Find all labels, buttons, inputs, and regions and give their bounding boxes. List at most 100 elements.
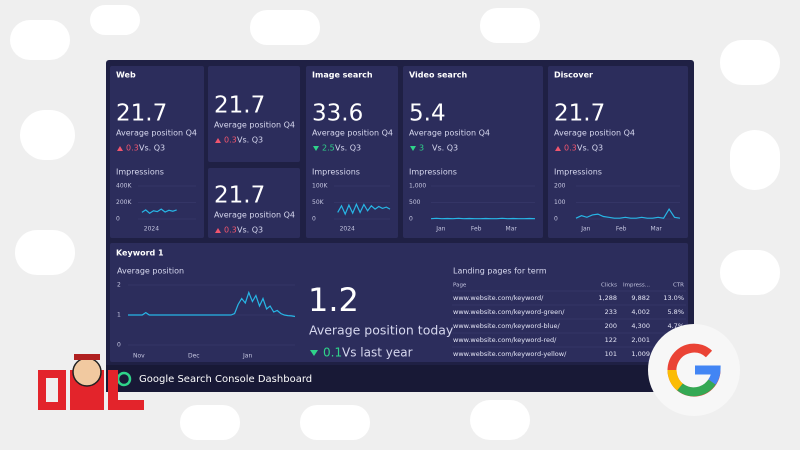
footer-bar bbox=[106, 365, 694, 392]
y-tick-label: 400K bbox=[116, 183, 132, 190]
logo bbox=[38, 354, 144, 410]
table-header: Clicks bbox=[601, 283, 617, 289]
keyword-panel bbox=[110, 243, 688, 362]
chart-label: Impressions bbox=[116, 168, 164, 177]
line bbox=[141, 208, 177, 214]
x-tick-label: Jan bbox=[242, 353, 252, 360]
y-tick-label: 0 bbox=[554, 216, 558, 223]
comparison: Vs. Q3 bbox=[577, 144, 603, 153]
card-value: 33.6 bbox=[312, 101, 363, 127]
table-cell: 233 bbox=[605, 308, 617, 316]
up-arrow bbox=[117, 146, 123, 151]
card bbox=[208, 168, 300, 238]
delta: 3 bbox=[419, 144, 424, 153]
card-value: 21.7 bbox=[214, 93, 265, 119]
comparison: Vs. Q3 bbox=[335, 144, 361, 153]
keyword-title: Keyword 1 bbox=[116, 249, 164, 258]
y-tick-label: 50K bbox=[312, 199, 325, 206]
table-cell: www.website.com/keyword-green/ bbox=[453, 308, 565, 316]
card-title: Discover bbox=[554, 71, 593, 80]
delta: 0.1 bbox=[323, 346, 342, 360]
y-tick-label: 0 bbox=[116, 216, 120, 223]
chart-label: Impressions bbox=[409, 168, 457, 177]
comparison: Vs last year bbox=[342, 346, 413, 360]
x-tick-label: Mar bbox=[651, 226, 663, 233]
y-tick-label: 1,000 bbox=[409, 183, 426, 190]
x-tick-label: Jan bbox=[580, 226, 590, 233]
y-tick-label: 500 bbox=[409, 199, 421, 206]
down-arrow bbox=[313, 146, 319, 151]
y-tick-label: 0 bbox=[409, 216, 413, 223]
card bbox=[306, 66, 398, 238]
table-cell: 200 bbox=[605, 322, 617, 330]
delta: 2.5 bbox=[322, 144, 335, 153]
table-title: Landing pages for term bbox=[453, 267, 547, 276]
line bbox=[128, 290, 296, 318]
card-title: Web bbox=[116, 71, 136, 80]
table-cell: www.website.com/keyword-blue/ bbox=[453, 322, 560, 330]
y-tick-label: 2 bbox=[117, 282, 121, 289]
up-arrow bbox=[555, 146, 561, 151]
card-title: Video search bbox=[409, 71, 468, 80]
card-value: 21.7 bbox=[554, 101, 605, 127]
x-tick-label: Mar bbox=[506, 226, 518, 233]
delta: 0.3 bbox=[564, 144, 577, 153]
table-cell: 4,300 bbox=[631, 322, 650, 330]
card-value: 21.7 bbox=[116, 101, 167, 127]
up-arrow bbox=[215, 138, 221, 143]
card bbox=[548, 66, 688, 238]
y-tick-label: 0 bbox=[312, 216, 316, 223]
down-arrow bbox=[410, 146, 416, 151]
y-tick-label: 200 bbox=[554, 183, 566, 190]
chart-label: Average position bbox=[117, 267, 184, 276]
table-cell: 9,882 bbox=[631, 294, 650, 302]
y-tick-label: 0 bbox=[117, 342, 121, 349]
y-tick-label: 100K bbox=[312, 183, 328, 190]
delta: 0.3 bbox=[126, 144, 139, 153]
table-header: Page bbox=[453, 283, 467, 289]
card-label: Average position Q4 bbox=[116, 129, 197, 138]
table-cell: 13.0% bbox=[663, 294, 684, 302]
card-label: Average position Q4 bbox=[214, 211, 295, 220]
big-value: 1.2 bbox=[308, 281, 359, 319]
table-cell: 1,009 bbox=[631, 350, 650, 358]
card-label: Average position Q4 bbox=[214, 121, 295, 130]
table-cell: 101 bbox=[605, 350, 617, 358]
big-label: Average position today bbox=[309, 323, 454, 338]
x-tick-label: 2024 bbox=[144, 226, 159, 233]
delta: 0.3 bbox=[224, 226, 237, 235]
card-label: Average position Q4 bbox=[409, 129, 490, 138]
comparison: Vs. Q3 bbox=[432, 144, 458, 153]
x-tick-label: Dec bbox=[188, 353, 200, 360]
line bbox=[337, 202, 391, 216]
card-value: 5.4 bbox=[409, 101, 446, 127]
footer-title: Google Search Console Dashboard bbox=[139, 374, 312, 385]
comparison: Vs. Q3 bbox=[139, 144, 165, 153]
background-pattern bbox=[10, 5, 780, 440]
card-label: Average position Q4 bbox=[312, 129, 393, 138]
y-tick-label: 200K bbox=[116, 199, 132, 206]
x-tick-label: Feb bbox=[471, 226, 482, 233]
card bbox=[110, 66, 204, 238]
y-tick-label: 100 bbox=[554, 199, 566, 206]
line bbox=[575, 207, 681, 219]
table-header: Impress... bbox=[623, 283, 650, 289]
card-title: Image search bbox=[312, 71, 373, 80]
x-tick-label: Feb bbox=[616, 226, 627, 233]
table-cell: 2,001 bbox=[631, 336, 650, 344]
keyword-chart: 0 1 2 Nov Dec Jan bbox=[117, 282, 296, 360]
table-cell: 4.7% bbox=[667, 322, 684, 330]
table-cell: www.website.com/keyword/ bbox=[453, 294, 544, 302]
chart-label: Impressions bbox=[312, 168, 360, 177]
table-header: CTR bbox=[673, 283, 684, 289]
delta: 0.3 bbox=[224, 136, 237, 145]
x-tick-label: Nov bbox=[133, 353, 145, 360]
card-label: Average position Q4 bbox=[554, 129, 635, 138]
table-cell: www.website.com/keyword-red/ bbox=[453, 336, 557, 344]
down-arrow bbox=[310, 350, 318, 356]
table-cell: 4,002 bbox=[631, 308, 650, 316]
table-cell: 122 bbox=[605, 336, 617, 344]
table-cell: 5.8% bbox=[667, 308, 684, 316]
